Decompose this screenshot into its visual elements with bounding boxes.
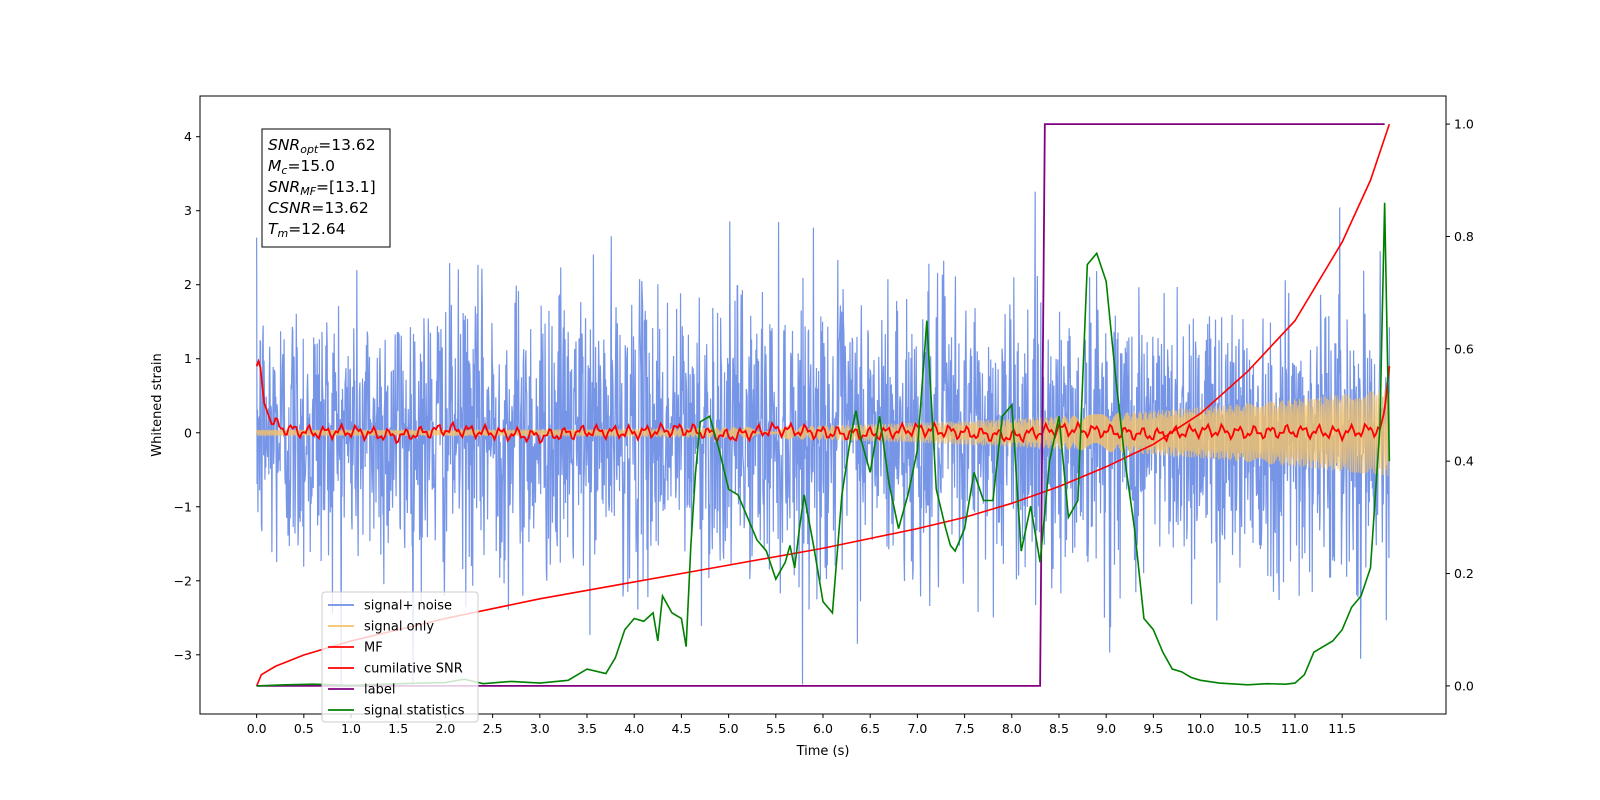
x-tick-label: 11.5 xyxy=(1328,721,1356,736)
x-tick-label: 0.5 xyxy=(294,721,314,736)
x-tick-label: 8.0 xyxy=(1002,721,1022,736)
y-tick-label: 1 xyxy=(184,351,192,366)
legend-entry: label xyxy=(364,683,395,698)
series-mf xyxy=(255,358,1391,445)
legend-entry: MF xyxy=(364,641,383,656)
x-tick-label: 5.5 xyxy=(766,721,786,736)
annotation-line: CSNR=13.62 xyxy=(268,199,369,217)
y-tick-label: 3 xyxy=(184,203,192,218)
y-tick-label: −2 xyxy=(174,573,192,588)
series-signal-statistics xyxy=(256,202,1391,687)
x-tick-label: 10.5 xyxy=(1234,721,1262,736)
annotation-box: SNRopt=13.62Mc=15.0SNRMF=[13.1]CSNR=13.6… xyxy=(261,128,391,248)
annotation-frame xyxy=(261,128,391,248)
series-label xyxy=(256,123,1385,687)
y-axis-right: 0.0 0.2 0.4 0.6 0.8 1.0 xyxy=(1446,117,1474,693)
x-tick-label: 4.5 xyxy=(671,721,691,736)
legend-entry: signal only xyxy=(364,620,434,635)
y2-tick-label: 0.8 xyxy=(1454,229,1474,244)
y-tick-label: −1 xyxy=(174,499,192,514)
x-tick-label: 1.0 xyxy=(341,721,361,736)
legend: signal+ noise signal only MF cumilative SNR… xyxy=(321,591,479,723)
x-tick-label: 9.5 xyxy=(1143,721,1163,736)
x-tick-label: 4.0 xyxy=(624,721,644,736)
x-tick-label: 3.0 xyxy=(530,721,550,736)
y2-tick-label: 0.4 xyxy=(1454,454,1474,469)
annotation-line: Mc=15.0 xyxy=(268,157,335,177)
annotation-line: SNRMF=[13.1] xyxy=(268,178,376,198)
y-axis-label: Whitened strain xyxy=(150,353,165,456)
x-tick-label: 2.5 xyxy=(483,721,503,736)
x-tick-label: 7.5 xyxy=(955,721,975,736)
legend-entry: signal statistics xyxy=(364,704,465,719)
annotation-line: SNRopt=13.62 xyxy=(268,136,376,156)
x-tick-label: 6.0 xyxy=(813,721,833,736)
y-axis-left: −3 −2 −1 0 1 2 3 4 xyxy=(174,129,200,662)
legend-frame xyxy=(321,591,479,723)
y-tick-label: 4 xyxy=(184,129,192,144)
annotation-line: Tm=12.64 xyxy=(268,220,346,240)
y-tick-label: 2 xyxy=(184,277,192,292)
y-tick-label: 0 xyxy=(184,425,192,440)
x-tick-label: 3.5 xyxy=(577,721,597,736)
x-tick-label: 2.0 xyxy=(435,721,455,736)
x-axis: 0.0 0.5 1.0 1.5 2.0 2.5 3.0 3.5 4.0 4.5 5.0 5.5 6.0 6… xyxy=(247,714,1356,736)
y2-tick-label: 0.6 xyxy=(1454,341,1474,356)
y2-tick-label: 0.0 xyxy=(1454,678,1474,693)
x-tick-label: 6.5 xyxy=(860,721,880,736)
x-tick-label: 10.0 xyxy=(1187,721,1215,736)
x-tick-label: 9.0 xyxy=(1096,721,1116,736)
legend-entry: signal+ noise xyxy=(364,599,452,614)
x-tick-label: 11.0 xyxy=(1281,721,1309,736)
legend-entry: cumilative SNR xyxy=(364,662,463,677)
x-axis-label: Time (s) xyxy=(796,744,850,759)
x-tick-label: 5.0 xyxy=(719,721,739,736)
x-tick-label: 1.5 xyxy=(388,721,408,736)
y2-tick-label: 0.2 xyxy=(1454,566,1474,581)
x-tick-label: 8.5 xyxy=(1049,721,1069,736)
x-tick-label: 0.0 xyxy=(247,721,267,736)
x-tick-label: 7.0 xyxy=(907,721,927,736)
y-tick-label: −3 xyxy=(174,647,192,662)
y2-tick-label: 1.0 xyxy=(1454,117,1474,132)
